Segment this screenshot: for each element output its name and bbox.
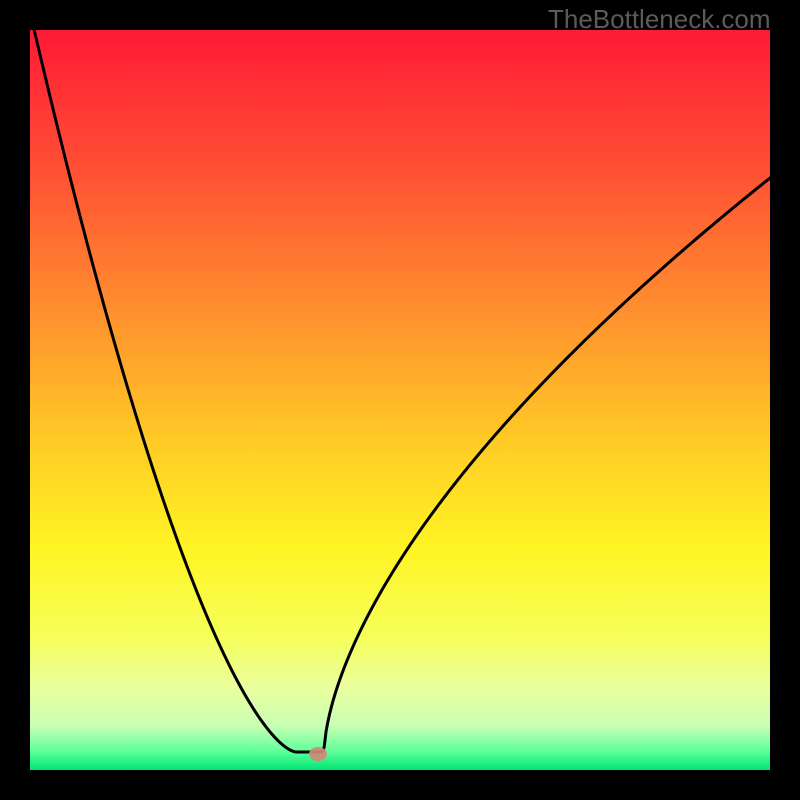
optimal-point-marker (309, 747, 327, 761)
frame-left (0, 0, 30, 800)
watermark-text: TheBottleneck.com (548, 4, 771, 35)
chart-svg (0, 0, 800, 800)
frame-right (770, 0, 800, 800)
plot-background (30, 30, 770, 770)
frame-bottom (0, 770, 800, 800)
